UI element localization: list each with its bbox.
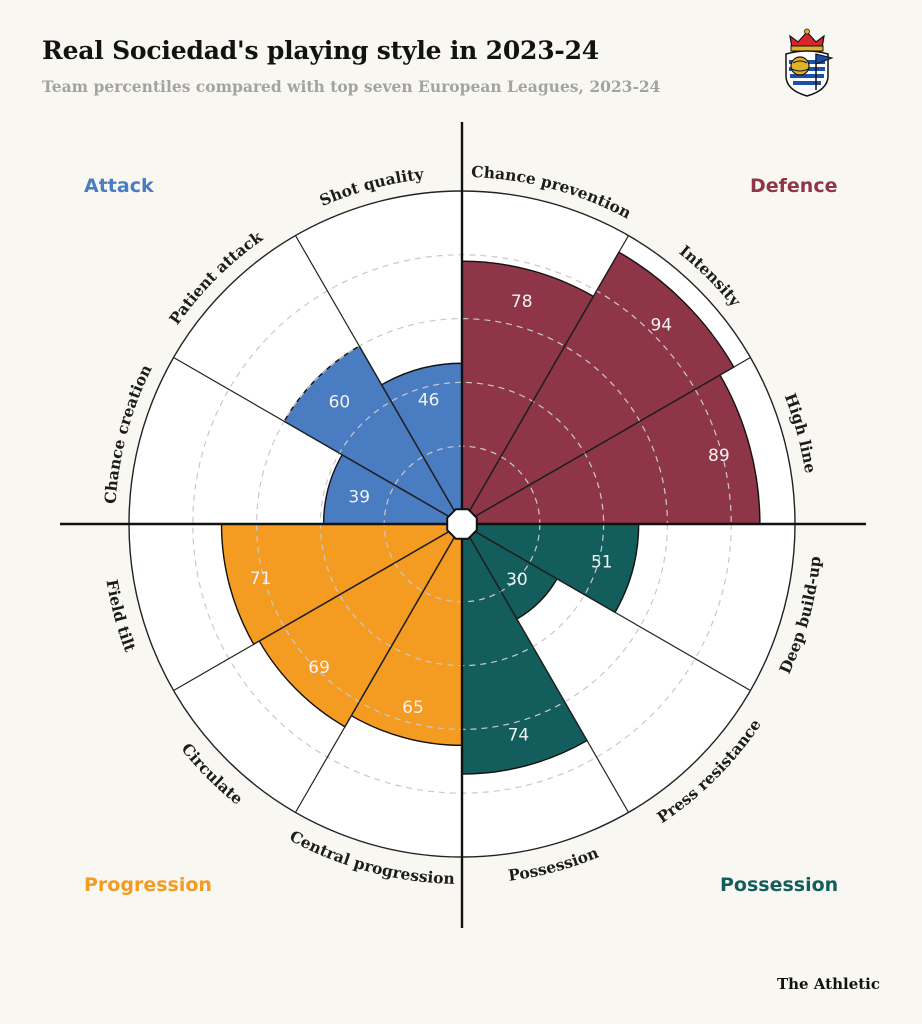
spoke-line bbox=[294, 235, 463, 525]
category-label-attack: Attack bbox=[84, 175, 154, 197]
value-label: 46 bbox=[418, 391, 440, 411]
chart-title: Real Sociedad's playing style in 2023-24 bbox=[42, 36, 599, 65]
value-label: 39 bbox=[348, 487, 370, 507]
spoke-line bbox=[461, 356, 751, 525]
value-label: 51 bbox=[591, 552, 613, 572]
value-label: 65 bbox=[402, 698, 424, 718]
center-octagon bbox=[446, 508, 478, 540]
spoke-line bbox=[461, 235, 630, 525]
category-label-progression: Progression bbox=[84, 874, 212, 896]
spoke-line bbox=[294, 523, 463, 813]
spoke-line bbox=[173, 523, 463, 692]
value-label: 74 bbox=[508, 726, 530, 746]
value-label: 30 bbox=[506, 570, 528, 590]
value-label: 71 bbox=[250, 569, 272, 589]
value-label: 94 bbox=[650, 316, 672, 336]
spoke-line bbox=[461, 523, 751, 692]
chart-subtitle: Team percentiles compared with top seven… bbox=[42, 77, 661, 96]
category-label-possession: Possession bbox=[720, 874, 839, 896]
value-label: 78 bbox=[511, 292, 533, 312]
source-credit: The Athletic bbox=[776, 975, 880, 993]
spoke-line bbox=[173, 356, 463, 525]
value-label: 60 bbox=[329, 392, 351, 412]
club-crest-logo bbox=[785, 28, 834, 97]
category-label-defence: Defence bbox=[750, 175, 838, 197]
value-label: 69 bbox=[308, 658, 330, 678]
spoke-line bbox=[461, 523, 630, 813]
value-label: 89 bbox=[708, 446, 730, 466]
metric-label: Field tilt bbox=[102, 578, 140, 655]
